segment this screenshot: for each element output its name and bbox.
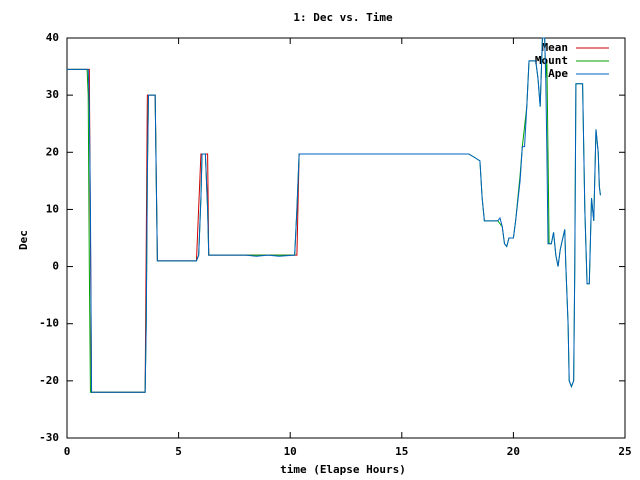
y-axis-label: Dec — [17, 230, 30, 250]
x-axis-label: time (Elapse Hours) — [280, 463, 406, 476]
y-tick-label: -20 — [39, 374, 59, 387]
x-tick-label: 0 — [64, 445, 71, 458]
legend-label: Ape — [548, 67, 568, 80]
legend-label: Mean — [542, 41, 569, 54]
y-tick-label: 40 — [46, 31, 59, 44]
x-tick-label: 5 — [175, 445, 182, 458]
legend-label: Mount — [535, 54, 568, 67]
y-tick-label: 20 — [46, 145, 59, 158]
data-line — [67, 37, 601, 393]
chart-title: 1: Dec vs. Time — [293, 11, 393, 24]
x-tick-label: 15 — [395, 445, 408, 458]
x-tick-label: 20 — [507, 445, 520, 458]
x-tick-label: 25 — [618, 445, 631, 458]
y-tick-label: 10 — [46, 202, 59, 215]
y-tick-label: -10 — [39, 317, 59, 330]
y-tick-label: -30 — [39, 431, 59, 444]
y-tick-label: 0 — [52, 260, 59, 273]
plot-border — [66, 37, 626, 439]
y-tick-label: 30 — [46, 88, 59, 101]
x-tick-label: 10 — [284, 445, 297, 458]
